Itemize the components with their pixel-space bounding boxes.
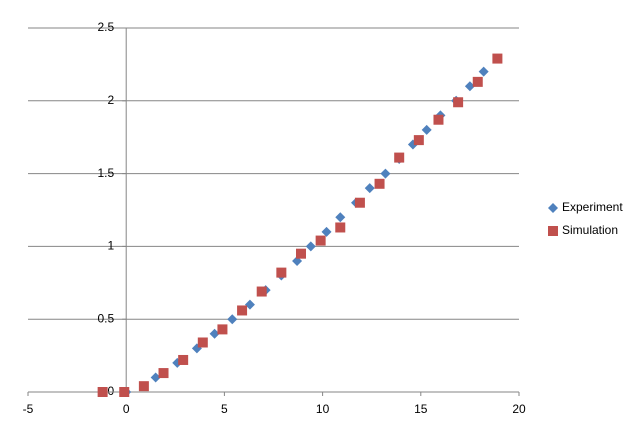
diamond-marker xyxy=(548,203,558,213)
square-marker xyxy=(237,305,248,316)
square-marker xyxy=(433,114,444,125)
square-marker xyxy=(97,387,108,397)
x-tick-label: 20 xyxy=(512,402,526,416)
diamond-marker xyxy=(244,299,255,310)
diamond-marker xyxy=(292,255,303,266)
square-marker xyxy=(472,76,483,87)
y-tick-label: 0 xyxy=(108,384,115,398)
diamond-marker xyxy=(321,226,332,237)
square-marker xyxy=(453,97,464,108)
x-tick-label: 10 xyxy=(316,402,330,416)
diamond-marker xyxy=(380,168,391,179)
y-tick-label: 2.5 xyxy=(98,20,115,34)
square-marker xyxy=(374,178,385,189)
legend-label: Experiment xyxy=(562,200,623,214)
square-marker xyxy=(138,381,149,392)
square-marker xyxy=(394,152,405,163)
square-marker xyxy=(197,337,208,348)
square-marker xyxy=(217,324,228,335)
x-tick-label: 15 xyxy=(414,402,428,416)
square-marker xyxy=(119,387,130,397)
y-tick-label: 1.5 xyxy=(98,166,115,180)
diamond-marker xyxy=(421,124,432,135)
x-tick-label: 5 xyxy=(221,402,228,416)
y-tick-label: 1 xyxy=(108,239,115,253)
diamond-marker xyxy=(364,183,375,194)
square-marker xyxy=(178,354,189,365)
square-marker xyxy=(492,53,503,64)
square-marker xyxy=(315,235,326,246)
square-marker xyxy=(548,226,558,236)
diamond-marker xyxy=(150,372,161,383)
square-marker xyxy=(413,135,424,146)
diamond-marker xyxy=(209,328,220,339)
legend-label: Simulation xyxy=(562,223,618,237)
y-tick-label: 2 xyxy=(108,93,115,107)
diamond-marker xyxy=(478,66,489,77)
y-tick-label: 0.5 xyxy=(98,311,115,325)
square-marker xyxy=(276,267,287,278)
square-marker xyxy=(335,222,346,233)
square-marker xyxy=(295,248,306,259)
diamond-marker xyxy=(305,241,316,252)
x-tick-label: -5 xyxy=(23,402,34,416)
diamond-marker xyxy=(464,81,475,92)
diamond-marker xyxy=(335,212,346,223)
x-tick-label: 0 xyxy=(123,402,130,416)
square-marker xyxy=(354,197,365,208)
square-marker xyxy=(256,286,267,297)
diamond-marker xyxy=(227,314,238,325)
square-marker xyxy=(158,368,169,379)
